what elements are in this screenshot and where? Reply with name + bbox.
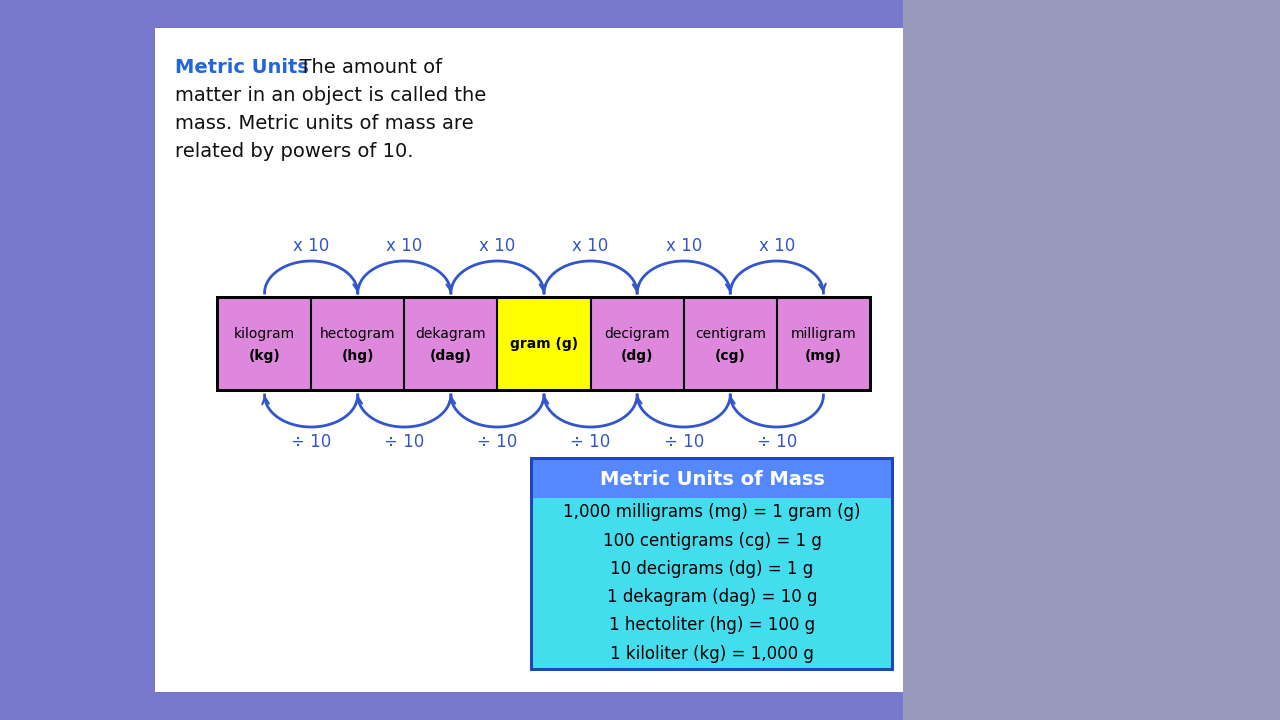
Text: (kg): (kg): [248, 349, 280, 363]
Text: ÷ 10: ÷ 10: [756, 433, 797, 451]
FancyBboxPatch shape: [406, 299, 497, 389]
FancyBboxPatch shape: [778, 299, 869, 389]
Text: x 10: x 10: [293, 237, 329, 255]
Text: ÷ 10: ÷ 10: [384, 433, 425, 451]
FancyBboxPatch shape: [216, 296, 872, 392]
Text: decigram: decigram: [604, 327, 669, 341]
Text: 1 hectoliter (hg) = 100 g: 1 hectoliter (hg) = 100 g: [609, 616, 815, 634]
Text: x 10: x 10: [666, 237, 701, 255]
Text: (dag): (dag): [430, 349, 472, 363]
Text: x 10: x 10: [479, 237, 516, 255]
FancyBboxPatch shape: [219, 299, 310, 389]
Text: x 10: x 10: [387, 237, 422, 255]
Text: x 10: x 10: [572, 237, 609, 255]
Text: ÷ 10: ÷ 10: [291, 433, 332, 451]
FancyBboxPatch shape: [155, 28, 902, 692]
Text: ÷ 10: ÷ 10: [477, 433, 517, 451]
FancyBboxPatch shape: [685, 299, 776, 389]
Text: x 10: x 10: [759, 237, 795, 255]
FancyBboxPatch shape: [530, 457, 893, 671]
Text: centigram: centigram: [695, 327, 765, 341]
Text: matter in an object is called the: matter in an object is called the: [175, 86, 486, 105]
Text: (cg): (cg): [714, 349, 746, 363]
Text: Metric Units of Mass: Metric Units of Mass: [599, 469, 824, 488]
FancyBboxPatch shape: [591, 299, 682, 389]
FancyBboxPatch shape: [902, 0, 1280, 720]
Text: Metric Units: Metric Units: [175, 58, 308, 77]
Text: ÷ 10: ÷ 10: [571, 433, 611, 451]
FancyBboxPatch shape: [532, 460, 891, 498]
Text: milligram: milligram: [791, 327, 856, 341]
Text: related by powers of 10.: related by powers of 10.: [175, 142, 413, 161]
Text: 1 dekagram (dag) = 10 g: 1 dekagram (dag) = 10 g: [607, 588, 817, 606]
Text: (dg): (dg): [621, 349, 653, 363]
Text: 1,000 milligrams (mg) = 1 gram (g): 1,000 milligrams (mg) = 1 gram (g): [563, 503, 860, 521]
Text: gram (g): gram (g): [509, 337, 579, 351]
Text: 100 centigrams (cg) = 1 g: 100 centigrams (cg) = 1 g: [603, 531, 822, 549]
FancyBboxPatch shape: [312, 299, 403, 389]
Text: dekagram: dekagram: [416, 327, 486, 341]
Text: ÷ 10: ÷ 10: [663, 433, 704, 451]
FancyBboxPatch shape: [498, 299, 590, 389]
Text: 1 kiloliter (kg) = 1,000 g: 1 kiloliter (kg) = 1,000 g: [611, 645, 814, 663]
Text: The amount of: The amount of: [287, 58, 442, 77]
Text: mass. Metric units of mass are: mass. Metric units of mass are: [175, 114, 474, 133]
FancyBboxPatch shape: [532, 498, 891, 668]
Text: kilogram: kilogram: [234, 327, 296, 341]
Text: 10 decigrams (dg) = 1 g: 10 decigrams (dg) = 1 g: [611, 560, 814, 578]
Text: (hg): (hg): [342, 349, 374, 363]
Text: hectogram: hectogram: [320, 327, 396, 341]
Text: (mg): (mg): [805, 349, 842, 363]
